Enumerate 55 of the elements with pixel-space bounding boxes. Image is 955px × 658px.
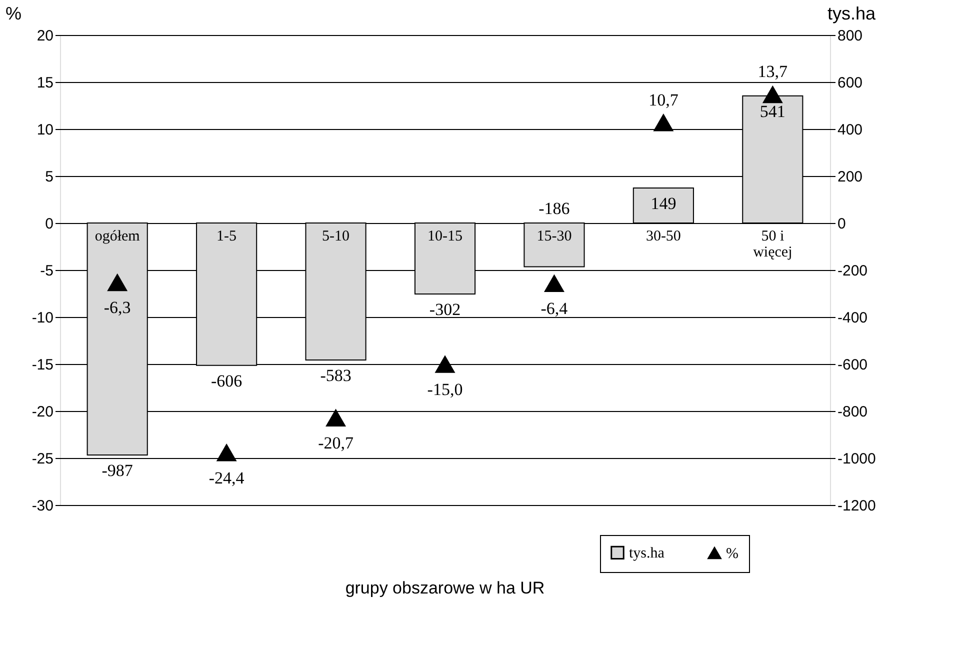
data-label: 541	[760, 102, 786, 121]
data-label: -606	[210, 371, 242, 390]
y2-tick-label: -400	[838, 310, 868, 326]
data-label: -24,4	[208, 468, 245, 488]
point	[434, 355, 456, 373]
y2-tick-label: 400	[838, 122, 863, 138]
y2-tick-label: -1000	[838, 450, 876, 468]
point	[216, 443, 237, 462]
y2-tick-label: -1200	[838, 498, 876, 514]
data-label: -186	[538, 199, 570, 218]
data-label: -6,3	[104, 298, 131, 318]
x-tick-label: 30-50	[646, 228, 681, 244]
point	[544, 274, 564, 292]
point	[762, 85, 783, 104]
data-label: 13,7	[758, 62, 788, 82]
y-tick-label: 10	[36, 122, 54, 138]
y-tick-label: -5	[40, 262, 54, 280]
point	[326, 408, 346, 426]
data-label: -20,7	[318, 434, 354, 453]
y2-tick-label: 600	[838, 74, 863, 92]
y-tick-label: 20	[36, 28, 54, 44]
y2-tick-label: 200	[838, 168, 863, 186]
data-label: 149	[650, 194, 676, 213]
y-axis-title: %	[6, 4, 22, 24]
x-tick-label: 50 i więcej	[753, 228, 792, 260]
y-tick-label: -30	[32, 498, 54, 514]
data-label: -302	[429, 300, 461, 319]
y2-axis-title: tys.ha	[827, 4, 876, 24]
x-tick-label: 15-30	[536, 228, 572, 244]
point	[107, 273, 128, 292]
y-tick-label: 0	[45, 216, 54, 232]
data-label: -15,0	[427, 380, 463, 399]
data-label: -987	[102, 460, 134, 480]
y2-tick-label: 800	[838, 28, 863, 44]
text: grupy obszarowe w ha UR	[345, 578, 545, 598]
x-tick-label: ogółem	[94, 228, 140, 244]
data-label: 10,7	[648, 90, 679, 110]
y2-tick-label: -800	[838, 404, 868, 420]
legend-label: tys.ha	[629, 546, 665, 562]
y-tick-label: -20	[32, 404, 54, 420]
y2-tick-label: -600	[838, 356, 868, 374]
y2-tick-label: 0	[838, 216, 846, 232]
data-label: -6,4	[540, 299, 568, 318]
legend-label: %	[726, 546, 738, 562]
x-tick-label: 1-5	[216, 228, 237, 244]
x-tick-label: 10-15	[428, 228, 462, 244]
data-label: -583	[320, 366, 352, 386]
y-tick-label: -15	[32, 356, 54, 374]
y-tick-label: -10	[32, 310, 54, 326]
y-tick-label: -25	[32, 450, 54, 468]
point	[653, 114, 674, 132]
x-tick-label: 5-10	[322, 228, 350, 244]
y2-tick-label: -200	[838, 262, 868, 280]
y-tick-label: 5	[45, 168, 54, 186]
y-tick-label: 15	[36, 74, 54, 92]
